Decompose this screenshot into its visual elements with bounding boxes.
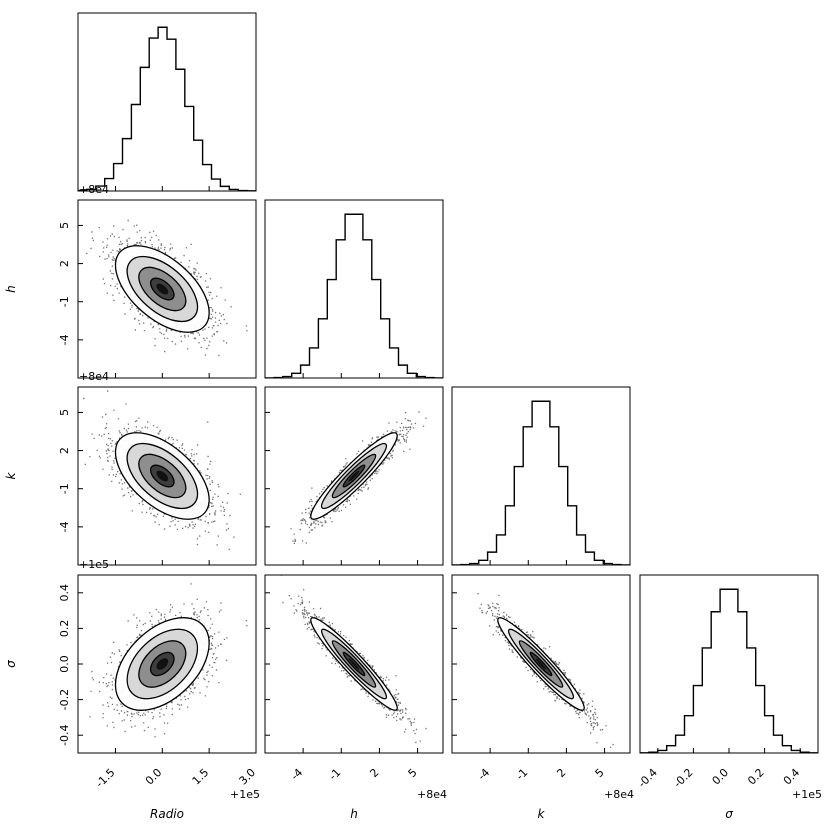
hist-3-panel bbox=[639, 574, 819, 754]
x-tick-label: 2 bbox=[554, 766, 568, 780]
density-contours-3-1 bbox=[310, 617, 398, 711]
y-tick-label: -0.4 bbox=[58, 724, 71, 745]
panel-frame bbox=[264, 386, 444, 566]
density-peak bbox=[348, 658, 360, 670]
scatter-3-2-panel bbox=[451, 574, 631, 754]
x-tick-label: -1 bbox=[326, 766, 343, 783]
histogram-step-0 bbox=[78, 26, 256, 191]
x-tick-label: 5 bbox=[593, 766, 607, 780]
y-tick-label: -1 bbox=[58, 483, 71, 494]
y-tick-label: -0.2 bbox=[58, 689, 71, 710]
x-tick-label: -1.5 bbox=[93, 766, 117, 790]
scatter-3-1-panel bbox=[264, 574, 444, 754]
y-axis-label-1: h bbox=[4, 285, 18, 293]
x-axis-label-0: Radio bbox=[150, 807, 184, 821]
density-peak bbox=[156, 658, 169, 670]
x-tick-label: 1.5 bbox=[190, 766, 212, 788]
x-tick-label: -1 bbox=[513, 766, 530, 783]
panel-frame bbox=[77, 199, 257, 379]
panel-frame bbox=[639, 574, 819, 754]
density-peak bbox=[348, 470, 360, 482]
x-axis-label-2: k bbox=[538, 807, 546, 821]
hist-2-panel bbox=[451, 386, 631, 566]
y-offset-label-1: +8e4 bbox=[79, 183, 109, 196]
x-offset-label-3: +1e5 bbox=[792, 788, 822, 801]
x-tick-label: -4 bbox=[475, 766, 492, 783]
density-peak bbox=[535, 658, 547, 670]
panel-frame bbox=[451, 386, 631, 566]
density-contours-1-0 bbox=[114, 245, 210, 333]
x-tick-label: -4 bbox=[288, 766, 305, 783]
x-tick-label: 3.0 bbox=[237, 766, 259, 788]
y-tick-label: 2 bbox=[58, 447, 71, 454]
y-offset-label-2: +8e4 bbox=[79, 370, 109, 383]
panel-frame bbox=[77, 386, 257, 566]
panel-frame bbox=[77, 12, 257, 192]
x-tick-label: 5 bbox=[406, 766, 420, 780]
y-tick-label: 0.4 bbox=[58, 584, 71, 602]
histogram-step-2 bbox=[452, 400, 630, 565]
y-tick-label: 0.0 bbox=[58, 655, 71, 673]
x-offset-label-2: +8e4 bbox=[604, 788, 634, 801]
y-tick-label: -4 bbox=[58, 521, 71, 532]
x-offset-label-1: +8e4 bbox=[417, 788, 447, 801]
x-tick-label: 0.4 bbox=[781, 766, 803, 788]
y-tick-label: -1 bbox=[58, 296, 71, 307]
y-tick-label: 5 bbox=[58, 409, 71, 416]
scatter-1-0-panel bbox=[77, 199, 257, 379]
density-peak bbox=[156, 470, 169, 482]
scatter-2-1-panel bbox=[264, 386, 444, 566]
y-tick-label: 5 bbox=[58, 222, 71, 229]
hist-1-panel bbox=[264, 199, 444, 379]
y-tick-label: 0.2 bbox=[58, 620, 71, 638]
x-tick-label: 0.2 bbox=[745, 766, 767, 788]
panel-frame bbox=[264, 199, 444, 379]
x-tick-label: 2 bbox=[367, 766, 381, 780]
density-contours-3-2 bbox=[497, 617, 585, 711]
x-tick-label: -0.4 bbox=[636, 766, 660, 790]
y-tick-label: 2 bbox=[58, 260, 71, 267]
x-tick-label: 0.0 bbox=[143, 766, 165, 788]
x-axis-label-1: h bbox=[350, 807, 358, 821]
x-axis-label-3: σ bbox=[725, 807, 733, 821]
density-contours-2-0 bbox=[114, 432, 210, 520]
density-contours-3-0 bbox=[114, 617, 210, 711]
density-peak bbox=[156, 283, 169, 295]
scatter-2-0-panel bbox=[77, 386, 257, 566]
y-tick-label: -4 bbox=[58, 334, 71, 345]
x-offset-label-0: +1e5 bbox=[230, 788, 260, 801]
histogram-step-1 bbox=[265, 213, 443, 378]
x-tick-label: -0.2 bbox=[671, 766, 695, 790]
y-axis-label-3: σ bbox=[4, 660, 18, 668]
x-tick-label: 0.0 bbox=[710, 766, 732, 788]
histogram-step-3 bbox=[640, 588, 818, 753]
hist-0-panel bbox=[77, 12, 257, 192]
density-contours-2-1 bbox=[310, 432, 398, 520]
y-offset-label-3: +1e5 bbox=[79, 558, 109, 571]
scatter-3-0-panel bbox=[77, 574, 257, 754]
y-axis-label-2: k bbox=[4, 471, 18, 479]
